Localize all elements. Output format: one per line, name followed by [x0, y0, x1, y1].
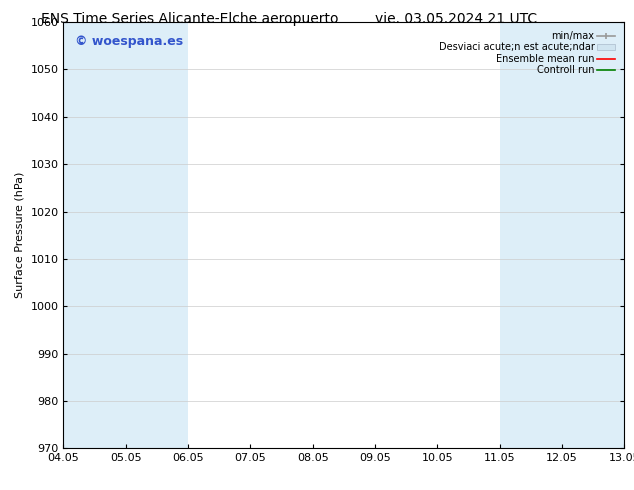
Text: © woespana.es: © woespana.es — [75, 35, 183, 48]
Legend: min/max, Desviaci acute;n est acute;ndar, Ensemble mean run, Controll run: min/max, Desviaci acute;n est acute;ndar… — [437, 29, 617, 77]
Text: ENS Time Series Alicante-Elche aeropuerto: ENS Time Series Alicante-Elche aeropuert… — [41, 12, 339, 26]
Bar — [500, 22, 624, 448]
Y-axis label: Surface Pressure (hPa): Surface Pressure (hPa) — [15, 172, 25, 298]
Text: vie. 03.05.2024 21 UTC: vie. 03.05.2024 21 UTC — [375, 12, 538, 26]
Bar — [63, 22, 188, 448]
